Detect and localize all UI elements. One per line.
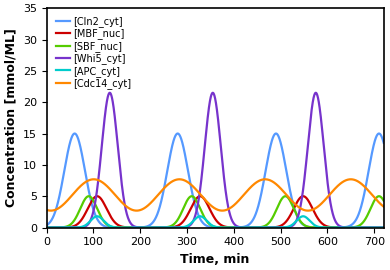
[Whi5_cyt]: [246, 226, 251, 229]
[SBF_nuc]: [138, 226, 143, 229]
[Cdc14_cyt]: [321, 200, 326, 203]
[Cln2_cyt]: [381, 141, 386, 144]
[Cln2_cyt]: [246, 223, 251, 226]
[Whi5_cyt]: [173, 226, 178, 229]
[Cln2_cyt]: [105, 225, 110, 229]
Line: [Cdc14_cyt]: [Cdc14_cyt]: [46, 179, 384, 211]
[Cdc14_cyt]: [246, 188, 251, 191]
Line: [APC_cyt]: [APC_cyt]: [46, 216, 384, 228]
Line: [Whi5_cyt]: [Whi5_cyt]: [46, 93, 384, 228]
[Cln2_cyt]: [325, 226, 330, 229]
[APC_cyt]: [246, 226, 251, 229]
[Cdc14_cyt]: [264, 178, 268, 181]
[SBF_nuc]: [44, 226, 49, 229]
[MBF_nuc]: [44, 226, 49, 229]
[Cdc14_cyt]: [173, 178, 178, 182]
[MBF_nuc]: [321, 223, 326, 227]
[Whi5_cyt]: [44, 226, 49, 229]
[SBF_nuc]: [173, 221, 178, 224]
[Cln2_cyt]: [173, 134, 178, 137]
[Whi5_cyt]: [321, 145, 326, 148]
[Cln2_cyt]: [44, 224, 49, 227]
[SBF_nuc]: [246, 226, 251, 229]
[APC_cyt]: [95, 215, 99, 218]
[Whi5_cyt]: [211, 91, 215, 94]
[MBF_nuc]: [381, 226, 386, 229]
[SBF_nuc]: [105, 224, 110, 227]
[Cln2_cyt]: [321, 226, 326, 229]
[Cln2_cyt]: [296, 217, 301, 220]
[Cdc14_cyt]: [296, 205, 301, 208]
[MBF_nuc]: [246, 226, 251, 229]
[MBF_nuc]: [106, 210, 110, 213]
[APC_cyt]: [264, 226, 268, 229]
[MBF_nuc]: [95, 195, 99, 198]
[SBF_nuc]: [381, 199, 386, 202]
[SBF_nuc]: [283, 195, 288, 198]
[Cln2_cyt]: [176, 132, 180, 135]
[APC_cyt]: [44, 226, 49, 229]
[APC_cyt]: [173, 226, 178, 229]
[APC_cyt]: [321, 226, 326, 229]
[SBF_nuc]: [296, 216, 301, 220]
[APC_cyt]: [106, 223, 110, 226]
[Whi5_cyt]: [264, 226, 268, 229]
[Cdc14_cyt]: [177, 178, 182, 181]
[Cdc14_cyt]: [381, 205, 386, 208]
Legend: [Cln2_cyt], [MBF_nuc], [SBF_nuc], [Whi5_cyt], [APC_cyt], [Cdc14_cyt]: [Cln2_cyt], [MBF_nuc], [SBF_nuc], [Whi5_…: [55, 15, 132, 90]
[SBF_nuc]: [321, 226, 326, 229]
Line: [SBF_nuc]: [SBF_nuc]: [46, 196, 384, 228]
Y-axis label: Concentration [mmol/ML]: Concentration [mmol/ML]: [4, 28, 17, 207]
[Cdc14_cyt]: [306, 209, 310, 212]
[Whi5_cyt]: [105, 95, 110, 99]
[Whi5_cyt]: [381, 226, 386, 229]
Line: [Cln2_cyt]: [Cln2_cyt]: [46, 134, 384, 228]
[Cdc14_cyt]: [44, 208, 49, 211]
[Cdc14_cyt]: [105, 185, 110, 188]
[SBF_nuc]: [264, 224, 268, 227]
[MBF_nuc]: [296, 199, 301, 202]
Line: [MBF_nuc]: [MBF_nuc]: [46, 196, 384, 228]
[MBF_nuc]: [173, 225, 178, 228]
[APC_cyt]: [381, 226, 386, 229]
[MBF_nuc]: [264, 226, 268, 229]
[Whi5_cyt]: [296, 214, 301, 218]
[APC_cyt]: [296, 217, 301, 221]
X-axis label: Time, min: Time, min: [181, 253, 250, 266]
[Cln2_cyt]: [264, 168, 268, 171]
